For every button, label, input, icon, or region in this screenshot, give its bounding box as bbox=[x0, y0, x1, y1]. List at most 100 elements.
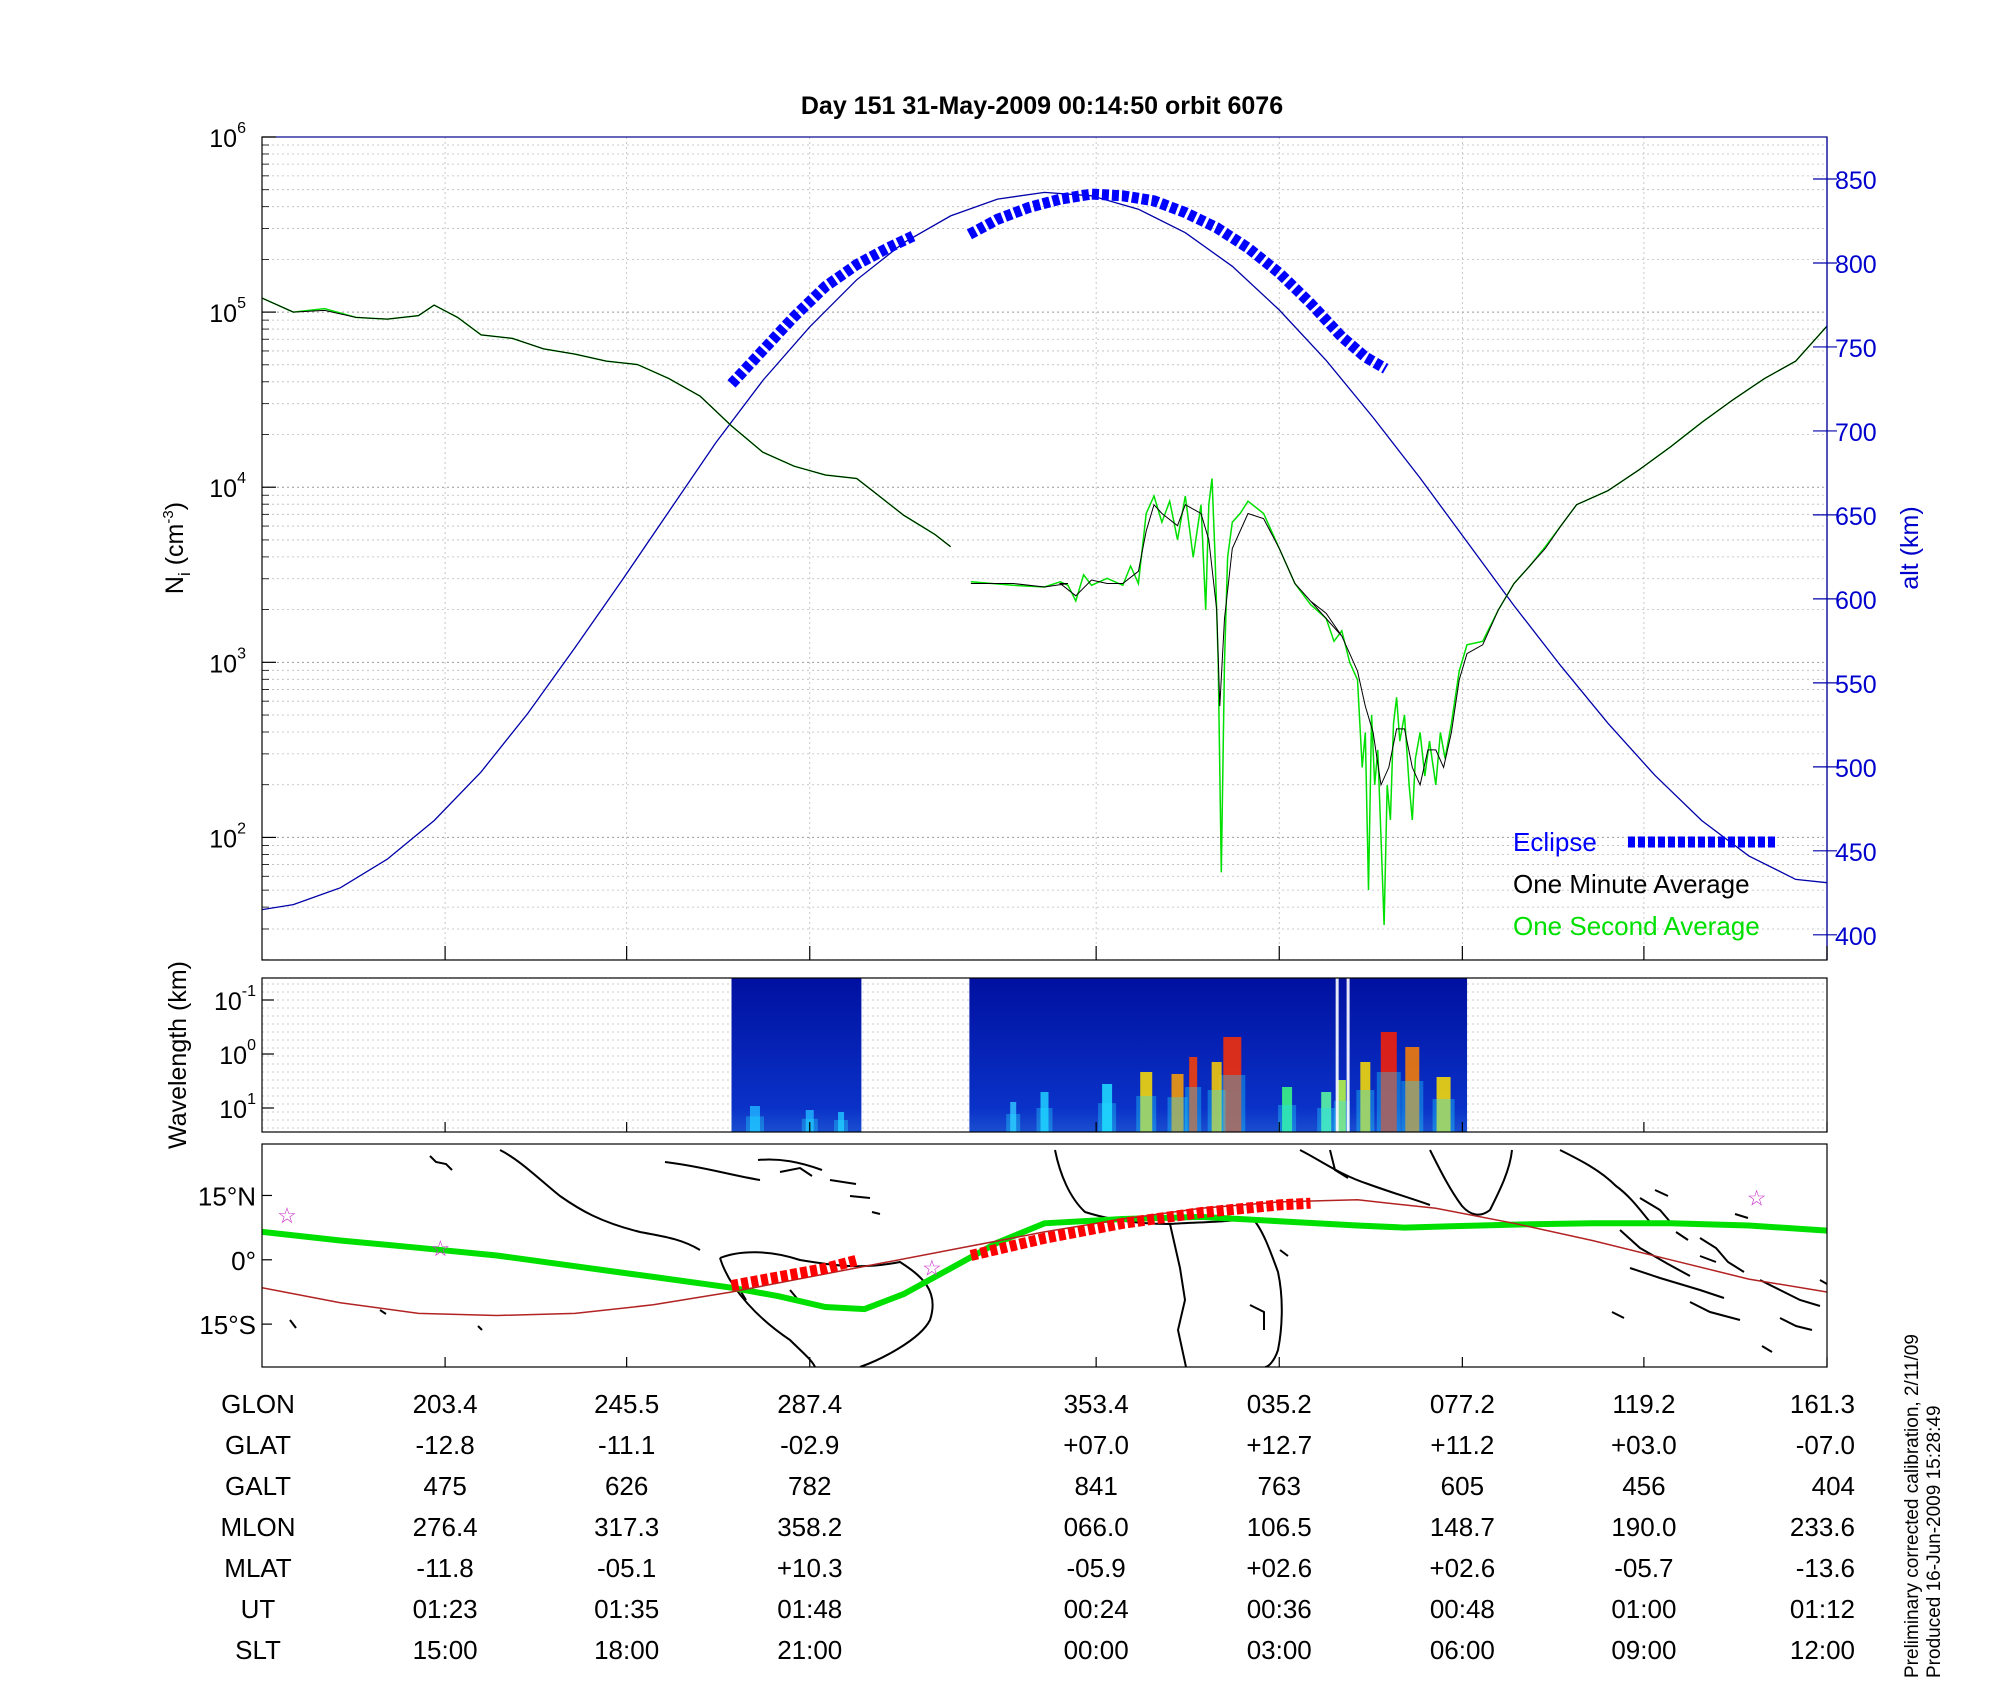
spectrogram-halo bbox=[1401, 1081, 1424, 1132]
coast-islands bbox=[289, 1189, 1773, 1353]
table-cell: +12.7 bbox=[1246, 1430, 1312, 1460]
table-cell: +10.3 bbox=[777, 1553, 843, 1583]
map-eclipse-track bbox=[730, 1254, 860, 1291]
table-cell: 15:00 bbox=[413, 1635, 478, 1665]
spectrogram-hotspot bbox=[1321, 1092, 1332, 1132]
density-y-label: Ni (cm-3) bbox=[160, 502, 194, 594]
spectrogram-gap bbox=[1346, 978, 1350, 1132]
table-cell: 01:48 bbox=[777, 1594, 842, 1624]
density-plot-bg bbox=[262, 137, 1827, 960]
alt-y-tick-label: 550 bbox=[1835, 671, 1877, 699]
spectrogram-halo bbox=[1167, 1097, 1188, 1132]
map-series: ☆ ☆ ☆ ☆ bbox=[262, 1186, 1827, 1317]
density-y-tick-exp: 3 bbox=[237, 645, 246, 662]
alt-y-ticks: 400 450 500 550 600 650 700 750 800 850 bbox=[1813, 167, 1877, 951]
map-bg bbox=[262, 1144, 1827, 1367]
alt-y-tick-label: 500 bbox=[1835, 755, 1877, 783]
table-cell: 21:00 bbox=[777, 1635, 842, 1665]
table-row-label: MLAT bbox=[224, 1553, 292, 1583]
table-row-label: UT bbox=[241, 1594, 276, 1624]
table-cell: 00:24 bbox=[1064, 1594, 1129, 1624]
series-one-minute-average bbox=[262, 297, 951, 548]
table-cell: 00:00 bbox=[1064, 1635, 1129, 1665]
density-y-tick-label: 103 bbox=[209, 645, 246, 678]
spectrogram-hotspot bbox=[1436, 1077, 1451, 1132]
legend-eclipse-label: Eclipse bbox=[1513, 827, 1597, 857]
spectrogram-halo bbox=[1317, 1108, 1336, 1132]
density-y-tick-label: 106 bbox=[209, 120, 246, 153]
density-y-tick-base: 10 bbox=[209, 650, 237, 678]
table-cell: 763 bbox=[1258, 1471, 1301, 1501]
spectrogram-blocks bbox=[731, 978, 1468, 1132]
coast-arabia bbox=[1299, 1149, 1431, 1206]
legend-minute-label: One Minute Average bbox=[1513, 869, 1750, 899]
map-lat-ticks: 15°N 0° 15°S bbox=[198, 1181, 1828, 1367]
spectrogram-hotspot bbox=[1189, 1057, 1198, 1132]
spec-y-tick-label: 10-1 bbox=[214, 983, 256, 1016]
table-cell: 077.2 bbox=[1430, 1389, 1495, 1419]
spectrogram-halo bbox=[1278, 1105, 1297, 1132]
table-cell: 782 bbox=[788, 1471, 831, 1501]
table-cell: -05.9 bbox=[1067, 1553, 1126, 1583]
spectrogram-hotspot bbox=[1282, 1087, 1293, 1132]
spectrogram-hotspot bbox=[1040, 1092, 1049, 1132]
table-cell: 605 bbox=[1441, 1471, 1484, 1501]
table-cell: 358.2 bbox=[777, 1512, 842, 1542]
alt-y-tick-label: 400 bbox=[1835, 923, 1877, 951]
spec-y-tick-exp: 0 bbox=[247, 1037, 256, 1054]
spectrogram-halo bbox=[1098, 1103, 1117, 1132]
table-cell: +07.0 bbox=[1063, 1430, 1129, 1460]
table-cell: 353.4 bbox=[1064, 1389, 1129, 1419]
alt-y-tick-label: 700 bbox=[1835, 419, 1877, 447]
map-track-green bbox=[262, 1213, 1827, 1313]
spectrogram-halo bbox=[745, 1116, 764, 1132]
spec-y-tick-exp: 1 bbox=[247, 1091, 256, 1108]
spec-y-tick-base: 10 bbox=[219, 1096, 247, 1124]
table-cell: -05.7 bbox=[1614, 1553, 1673, 1583]
spectrogram-hotspot bbox=[1140, 1072, 1153, 1132]
coast-caribbean bbox=[757, 1158, 881, 1215]
spectrogram-hotspot bbox=[1171, 1074, 1184, 1132]
table-cell: 066.0 bbox=[1064, 1512, 1129, 1542]
series-one-minute-average bbox=[970, 325, 1827, 787]
table-cell: 626 bbox=[605, 1471, 648, 1501]
spectrogram-halo bbox=[1356, 1090, 1375, 1132]
table-cell: 035.2 bbox=[1247, 1389, 1312, 1419]
side-note-line2: Produced 16-Jun-2009 15:28:49 bbox=[1924, 1405, 1945, 1678]
coast-north-america bbox=[429, 1149, 813, 1251]
table-cell: 01:35 bbox=[594, 1594, 659, 1624]
spectrogram-hotspot bbox=[749, 1106, 760, 1132]
table-cell: 18:00 bbox=[594, 1635, 659, 1665]
spectrogram-halo bbox=[1376, 1072, 1401, 1132]
spectrogram-hotspot bbox=[1337, 1080, 1346, 1132]
spectrogram-halo bbox=[1219, 1075, 1246, 1132]
table-cell: -05.1 bbox=[597, 1553, 656, 1583]
spectrogram-hotspot bbox=[805, 1110, 814, 1132]
spec-y-tick-exp: -1 bbox=[242, 983, 256, 1000]
spec-y-tick-label: 101 bbox=[219, 1091, 256, 1124]
table-cell: 276.4 bbox=[413, 1512, 478, 1542]
table-cell: -11.1 bbox=[598, 1430, 655, 1460]
orbit-table: GLON 203.4 245.5 287.4 353.4 035.2 077.2 119.2 1… bbox=[220, 1389, 1855, 1665]
density-y-tick-label: 105 bbox=[209, 295, 246, 328]
spectrogram-hotspot bbox=[1010, 1102, 1017, 1132]
map-lat-tick-label: 15°S bbox=[199, 1310, 256, 1340]
density-series bbox=[262, 188, 1827, 926]
spectrogram-halo bbox=[1136, 1096, 1157, 1132]
density-y-tick-exp: 5 bbox=[237, 295, 246, 312]
table-cell: 203.4 bbox=[413, 1389, 478, 1419]
density-y-tick-base: 10 bbox=[209, 475, 237, 503]
density-y-tick-exp: 2 bbox=[237, 820, 246, 837]
alt-y-tick-label: 650 bbox=[1835, 503, 1877, 531]
table-cell: 12:00 bbox=[1790, 1635, 1855, 1665]
spectrogram-hotspot bbox=[1211, 1062, 1222, 1132]
alt-y-tick-label: 450 bbox=[1835, 839, 1877, 867]
coast-south-america bbox=[719, 1251, 934, 1367]
map-panel: ☆ ☆ ☆ ☆ 15°N 0° 15°S bbox=[198, 1143, 1828, 1368]
table-cell: +02.6 bbox=[1246, 1553, 1312, 1583]
series-eclipse bbox=[727, 231, 916, 388]
table-cell: 09:00 bbox=[1611, 1635, 1676, 1665]
table-cell: 841 bbox=[1074, 1471, 1117, 1501]
